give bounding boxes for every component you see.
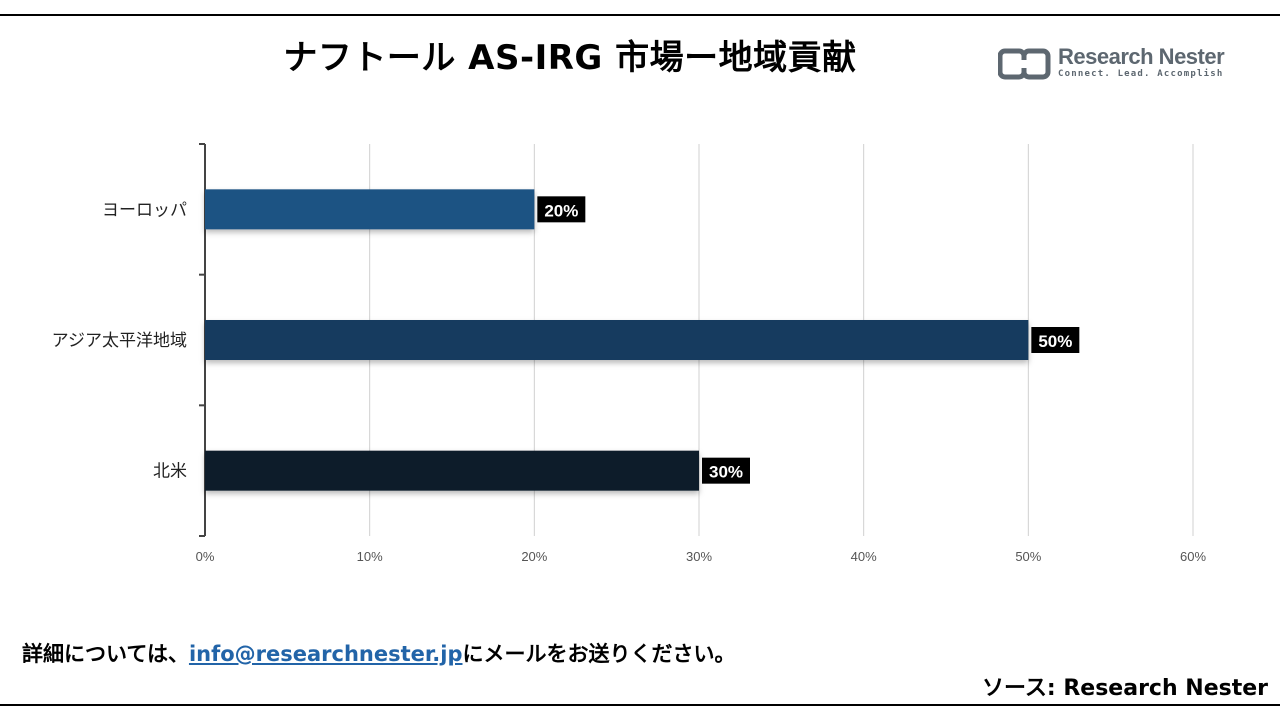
data-label-bg xyxy=(702,457,750,484)
category-label: 北米 xyxy=(153,462,187,482)
footer-suffix: にメールをお送りください。 xyxy=(462,642,736,666)
x-tick-label: 30% xyxy=(686,549,712,564)
x-tick-label: 0% xyxy=(196,549,215,564)
footer-prefix: 詳細については、 xyxy=(22,642,189,666)
x-tick-label: 60% xyxy=(1180,549,1206,564)
top-rule xyxy=(0,14,1280,16)
logo-mark-icon xyxy=(998,48,1051,80)
x-tick-label: 20% xyxy=(521,549,547,564)
chart-title: ナフトール AS-IRG 市場ー地域貢献 xyxy=(283,38,857,78)
email-link[interactable]: info@researchnester.jp xyxy=(188,642,463,666)
bar-2 xyxy=(205,450,699,491)
x-tick-label: 10% xyxy=(357,549,383,564)
data-label-bg xyxy=(537,196,586,223)
category-label: ヨーロッパ xyxy=(102,200,187,220)
bar-1 xyxy=(205,320,1029,360)
source-credit: ソース: Research Nester xyxy=(981,676,1268,701)
data-label: 30% xyxy=(709,463,743,482)
x-tick-label: 50% xyxy=(1015,549,1041,564)
footer-contact-note: 詳細については、info@researchnester.jpにメールをお送りくだ… xyxy=(22,638,735,668)
data-label: 20% xyxy=(544,201,578,220)
data-label-bg xyxy=(1031,327,1080,353)
category-label: アジア太平洋地域 xyxy=(52,331,187,351)
logo-tagline: Connect. Lead. Accomplish xyxy=(1058,69,1224,79)
logo-name: Research Nester xyxy=(1058,44,1225,69)
data-label: 50% xyxy=(1038,332,1072,351)
bar-chart: 0% 10% 20% 30% 40% 50% 60% ヨーロッパ 20% アジア太平洋地域 50% 北… xyxy=(52,143,1206,564)
bottom-rule xyxy=(0,704,1280,706)
research-nester-logo: Research Nester Connect. Lead. Accomplis… xyxy=(998,44,1228,86)
x-tick-label: 40% xyxy=(851,549,877,564)
bar-0 xyxy=(205,189,535,230)
